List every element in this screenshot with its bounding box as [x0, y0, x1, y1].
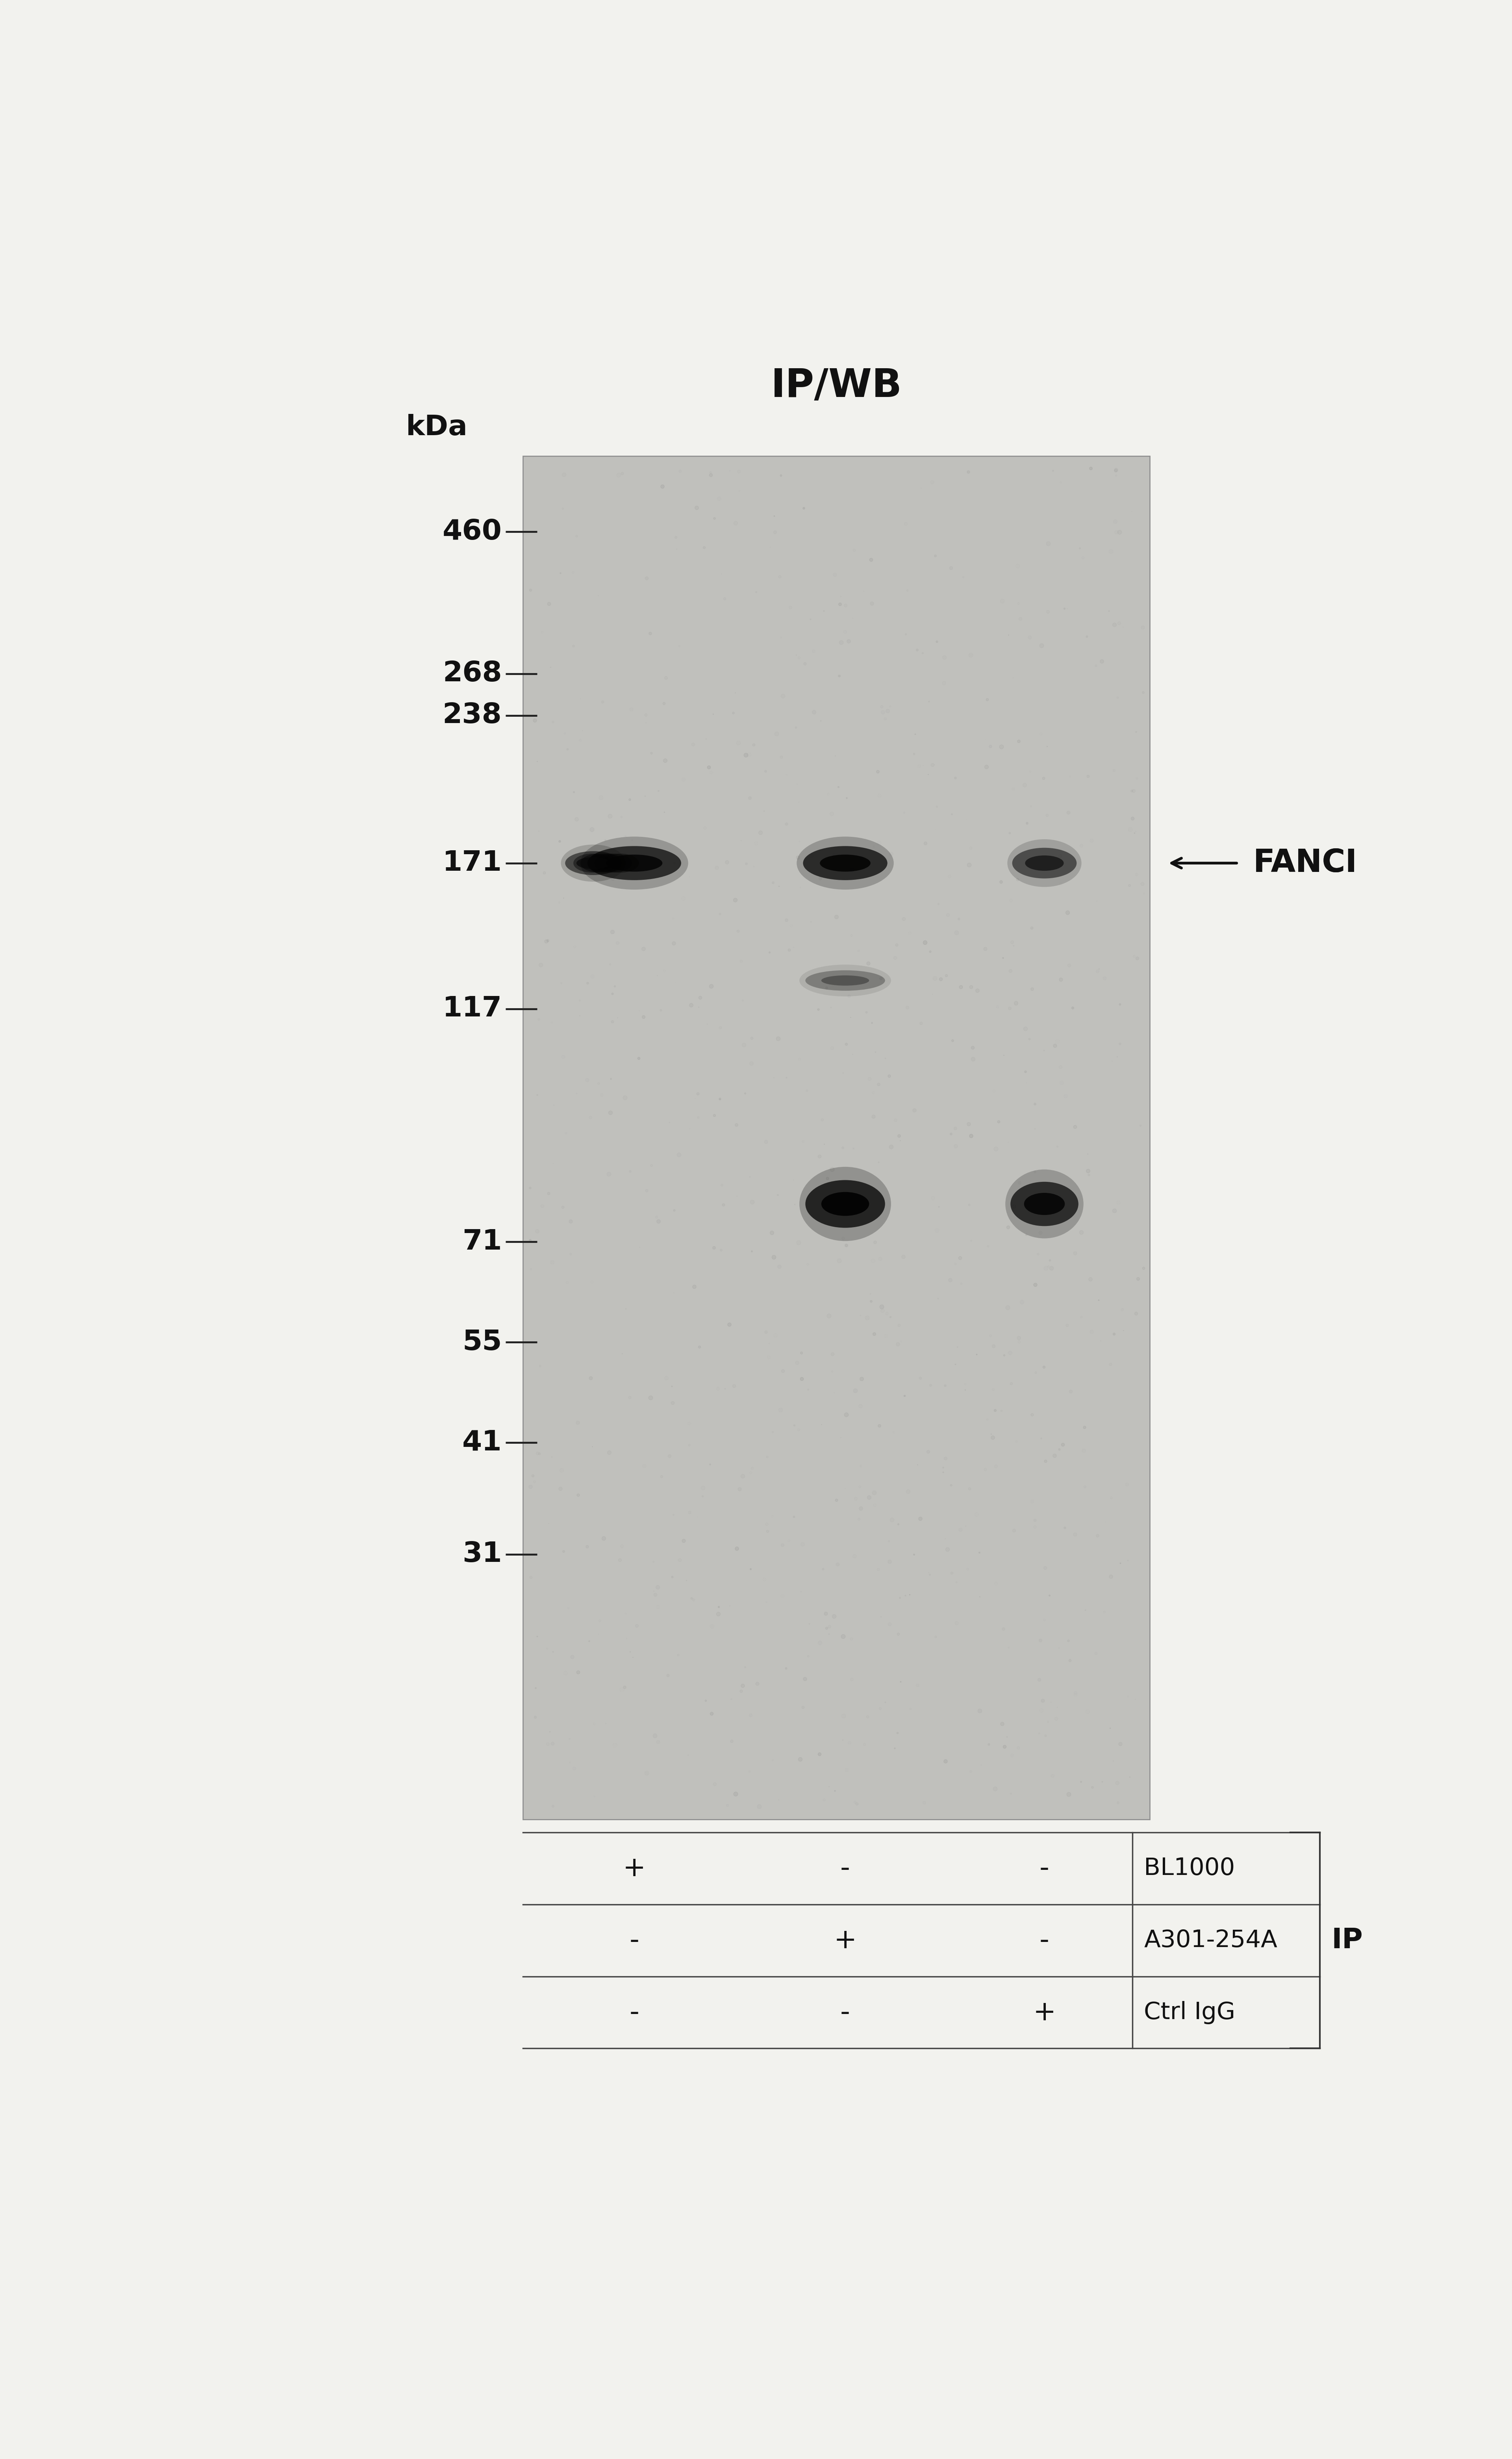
Text: -: -	[629, 1999, 640, 2026]
Text: IP/WB: IP/WB	[771, 366, 903, 406]
Text: 117: 117	[443, 996, 502, 1023]
Text: A301-254A: A301-254A	[1145, 1928, 1278, 1952]
Text: 55: 55	[463, 1328, 502, 1355]
Text: 460: 460	[443, 519, 502, 546]
Ellipse shape	[1024, 1193, 1064, 1215]
Ellipse shape	[606, 856, 662, 870]
Ellipse shape	[581, 836, 688, 890]
Ellipse shape	[1025, 856, 1064, 870]
Bar	[523, 455, 1149, 1820]
Text: 268: 268	[443, 659, 502, 689]
Text: -: -	[841, 1857, 850, 1881]
Ellipse shape	[820, 856, 871, 870]
Ellipse shape	[594, 853, 632, 873]
Text: 238: 238	[443, 701, 502, 728]
Ellipse shape	[800, 964, 891, 996]
Ellipse shape	[821, 1193, 869, 1215]
Text: 171: 171	[443, 848, 502, 878]
Ellipse shape	[1007, 839, 1081, 888]
Ellipse shape	[806, 1180, 885, 1227]
Text: 71: 71	[463, 1227, 502, 1257]
Ellipse shape	[565, 851, 621, 875]
Text: IP: IP	[1332, 1928, 1362, 1955]
Text: BL1000: BL1000	[1145, 1857, 1235, 1881]
Ellipse shape	[1005, 1170, 1084, 1239]
Ellipse shape	[576, 858, 611, 868]
Ellipse shape	[581, 853, 618, 873]
Text: 41: 41	[463, 1429, 502, 1456]
Ellipse shape	[800, 1168, 891, 1242]
Ellipse shape	[806, 971, 885, 991]
Ellipse shape	[561, 843, 626, 883]
Text: -: -	[841, 1999, 850, 2026]
Text: -: -	[629, 1928, 640, 1952]
Ellipse shape	[797, 836, 894, 890]
Text: FANCI: FANCI	[1253, 848, 1358, 878]
Ellipse shape	[1010, 1183, 1078, 1227]
Ellipse shape	[573, 853, 611, 873]
Ellipse shape	[587, 853, 624, 873]
Ellipse shape	[602, 853, 640, 873]
Text: +: +	[623, 1857, 646, 1881]
Ellipse shape	[587, 846, 680, 880]
Text: +: +	[1033, 1999, 1055, 2026]
Text: kDa: kDa	[405, 413, 467, 440]
Ellipse shape	[1012, 848, 1077, 878]
Text: FANCI: FANCI	[1253, 848, 1358, 878]
Text: +: +	[833, 1928, 857, 1952]
Text: -: -	[1039, 1857, 1049, 1881]
Ellipse shape	[803, 846, 888, 880]
Ellipse shape	[821, 976, 869, 986]
Text: Ctrl IgG: Ctrl IgG	[1145, 2002, 1235, 2024]
Text: -: -	[1039, 1928, 1049, 1952]
Text: 31: 31	[463, 1542, 502, 1569]
